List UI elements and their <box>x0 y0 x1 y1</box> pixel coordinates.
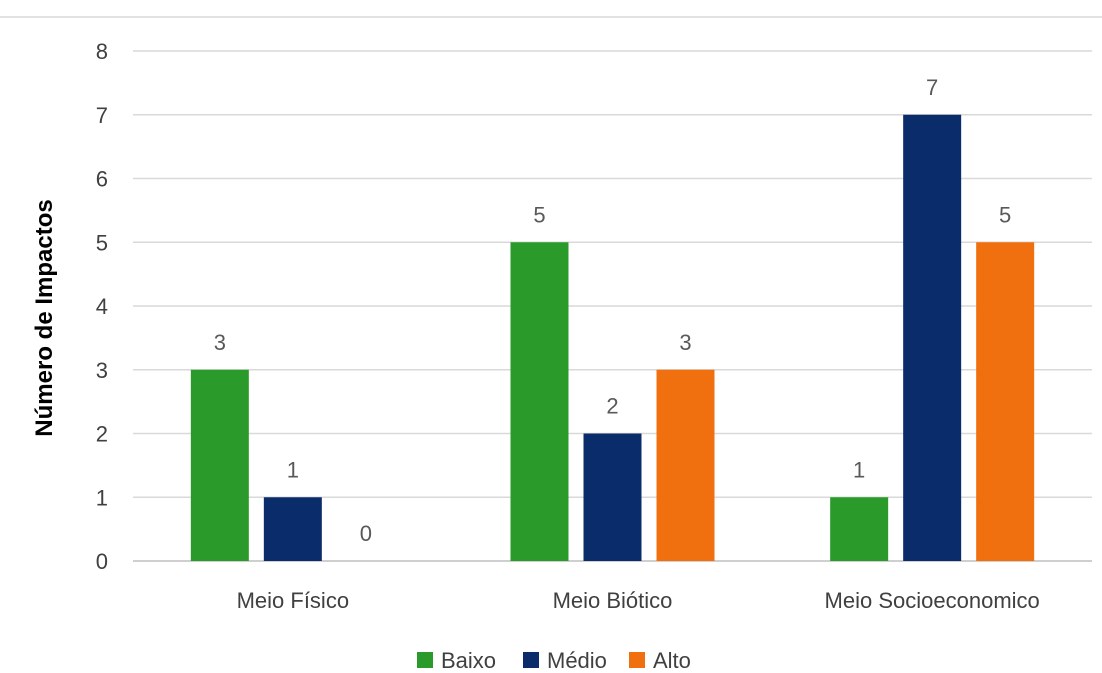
legend-swatch <box>523 652 539 668</box>
y-tick-label: 2 <box>96 422 108 447</box>
y-tick-label: 1 <box>96 485 108 510</box>
x-category-label: Meio Biótico <box>553 588 673 613</box>
data-label: 7 <box>926 75 938 100</box>
legend-swatch <box>417 652 433 668</box>
y-tick-label: 6 <box>96 167 108 192</box>
y-tick-label: 0 <box>96 549 108 574</box>
bar-baixo-0 <box>190 369 249 561</box>
legend-label: Alto <box>653 648 691 673</box>
bar-alto-2 <box>976 242 1035 561</box>
y-tick-label: 7 <box>96 103 108 128</box>
data-label: 1 <box>853 457 865 482</box>
y-axis-label: Número de Impactos <box>31 199 58 436</box>
y-tick-label: 4 <box>96 294 108 319</box>
y-axis-ticks: 0 1 2 3 4 5 6 7 8 <box>96 39 108 574</box>
bar-medio-1 <box>583 433 642 561</box>
legend: Baixo Médio Alto <box>417 648 691 673</box>
legend-label: Médio <box>547 648 607 673</box>
data-labels: 3 1 0 5 2 3 1 7 5 <box>214 75 1012 546</box>
data-label: 2 <box>606 394 618 419</box>
data-label: 0 <box>360 521 372 546</box>
data-label: 3 <box>679 330 691 355</box>
x-category-label: Meio Físico <box>237 588 349 613</box>
bar-medio-0 <box>263 497 322 561</box>
y-tick-label: 5 <box>96 230 108 255</box>
y-tick-label: 3 <box>96 358 108 383</box>
bar-baixo-1 <box>510 242 569 561</box>
data-label: 3 <box>214 330 226 355</box>
bars <box>190 114 1035 561</box>
bar-medio-2 <box>903 114 962 561</box>
bar-baixo-2 <box>830 497 889 561</box>
legend-swatch <box>629 652 645 668</box>
data-label: 5 <box>999 202 1011 227</box>
x-category-label: Meio Socioeconomico <box>825 588 1040 613</box>
data-label: 5 <box>533 202 545 227</box>
x-axis-categories: Meio Físico Meio Biótico Meio Socioeconomi… <box>237 588 1040 613</box>
data-label: 1 <box>287 457 299 482</box>
legend-label: Baixo <box>441 648 496 673</box>
y-tick-label: 8 <box>96 39 108 64</box>
bar-alto-1 <box>656 369 715 561</box>
